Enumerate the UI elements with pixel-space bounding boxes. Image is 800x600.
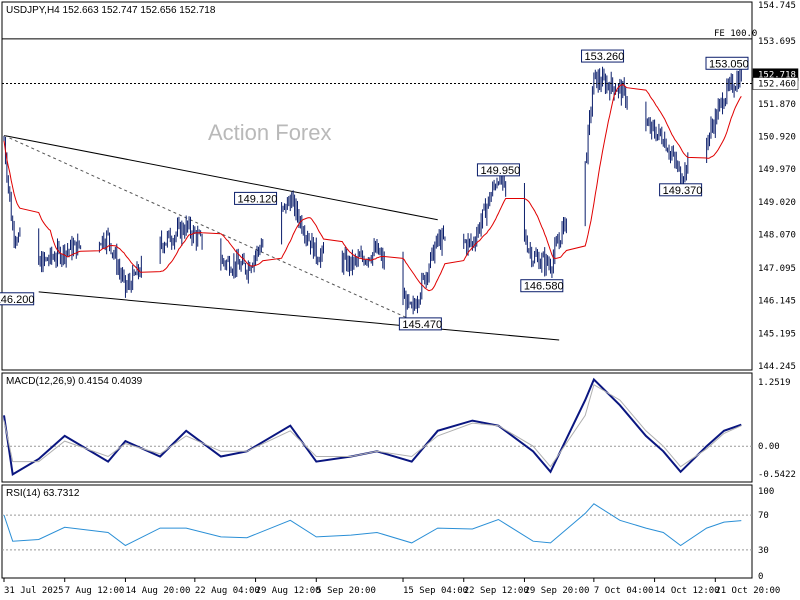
time-axis-tick: 14 Aug 20:00 bbox=[125, 586, 190, 596]
macd-signal-line bbox=[3, 383, 742, 468]
svg-text:153.260: 153.260 bbox=[585, 51, 625, 63]
price-axis-tick: 154.745 bbox=[758, 1, 796, 11]
moving-average-line bbox=[3, 84, 742, 292]
macd-axis-tick: 0.00 bbox=[758, 442, 780, 452]
time-axis-tick: 31 Jul 2025 bbox=[4, 586, 64, 596]
price-axis-tick: 152.718 bbox=[758, 71, 796, 81]
rsi-title: RSI(14) 63.7312 bbox=[6, 488, 80, 499]
price-axis-tick: 152.460 bbox=[758, 80, 796, 90]
price-axis-tick: 148.070 bbox=[758, 230, 796, 240]
macd-title: MACD(12,26,9) 0.4154 0.4039 bbox=[6, 376, 143, 387]
price-axis-tick: 149.970 bbox=[758, 165, 796, 175]
rsi-axis-tick: 30 bbox=[758, 546, 769, 556]
macd-axis-tick: 1.2519 bbox=[758, 378, 791, 388]
time-axis-tick: 14 Oct 12:00 bbox=[655, 586, 720, 596]
price-axis-tick: 144.245 bbox=[758, 362, 796, 372]
price-tag bbox=[752, 77, 799, 90]
rsi-axis-tick: 70 bbox=[758, 511, 769, 521]
macd-panel bbox=[1, 372, 753, 483]
price-annotation: 149.950 bbox=[476, 163, 520, 177]
price-panel bbox=[1, 1, 753, 371]
price-annotation: 153.050 bbox=[705, 56, 749, 70]
time-axis-tick: 5 Sep 20:00 bbox=[316, 586, 376, 596]
price-axis-tick: 153.695 bbox=[758, 37, 796, 47]
watermark-text: Action Forex bbox=[208, 120, 332, 145]
svg-text:149.120: 149.120 bbox=[238, 193, 278, 205]
rsi-panel bbox=[1, 484, 753, 579]
rsi-line bbox=[3, 503, 742, 547]
svg-text:149.950: 149.950 bbox=[480, 165, 520, 177]
svg-text:149.370: 149.370 bbox=[663, 185, 703, 197]
time-axis-tick: 21 Oct 20:00 bbox=[715, 586, 780, 596]
price-axis-tick: 149.020 bbox=[758, 198, 796, 208]
price-axis-tick: 145.195 bbox=[758, 329, 796, 339]
price-axis-tick: 151.870 bbox=[758, 100, 796, 110]
time-axis-tick: 22 Aug 04:00 bbox=[195, 586, 260, 596]
trendline bbox=[3, 134, 438, 221]
rsi-axis-tick: 100 bbox=[758, 487, 774, 497]
rsi-axis-tick: 0 bbox=[758, 572, 763, 582]
time-axis-tick: 29 Sep 20:00 bbox=[524, 586, 589, 596]
time-axis-tick: 15 Sep 04:00 bbox=[403, 586, 468, 596]
time-axis-tick: 29 Aug 12:00 bbox=[256, 586, 321, 596]
trendline bbox=[3, 135, 421, 325]
time-axis-tick: 22 Sep 12:00 bbox=[464, 586, 529, 596]
price-annotation: 149.370 bbox=[659, 183, 703, 197]
macd-axis-tick: -0.5422 bbox=[758, 470, 796, 480]
price-annotation: 145.470 bbox=[398, 317, 442, 331]
price-axis-tick: 150.920 bbox=[758, 133, 796, 143]
time-axis-tick: 7 Aug 12:00 bbox=[65, 586, 125, 596]
svg-text:146.580: 146.580 bbox=[524, 281, 564, 293]
price-annotation: 149.120 bbox=[234, 191, 278, 205]
price-annotation: 146.580 bbox=[520, 279, 564, 293]
time-axis-tick: 7 Oct 04:00 bbox=[594, 586, 654, 596]
svg-text:153.050: 153.050 bbox=[709, 58, 749, 70]
chart-title: USDJPY,H4 152.663 152.747 152.656 152.71… bbox=[6, 5, 216, 16]
price-axis-tick: 146.145 bbox=[758, 297, 796, 307]
trendline bbox=[38, 291, 560, 341]
svg-text:145.470: 145.470 bbox=[402, 319, 442, 331]
price-axis-tick: 147.095 bbox=[758, 264, 796, 274]
fe-label: FE 100.0 bbox=[714, 29, 757, 39]
svg-text:146.200: 146.200 bbox=[0, 294, 34, 306]
price-annotation: 153.260 bbox=[581, 49, 625, 63]
price-annotation: 146.200 bbox=[0, 292, 34, 306]
